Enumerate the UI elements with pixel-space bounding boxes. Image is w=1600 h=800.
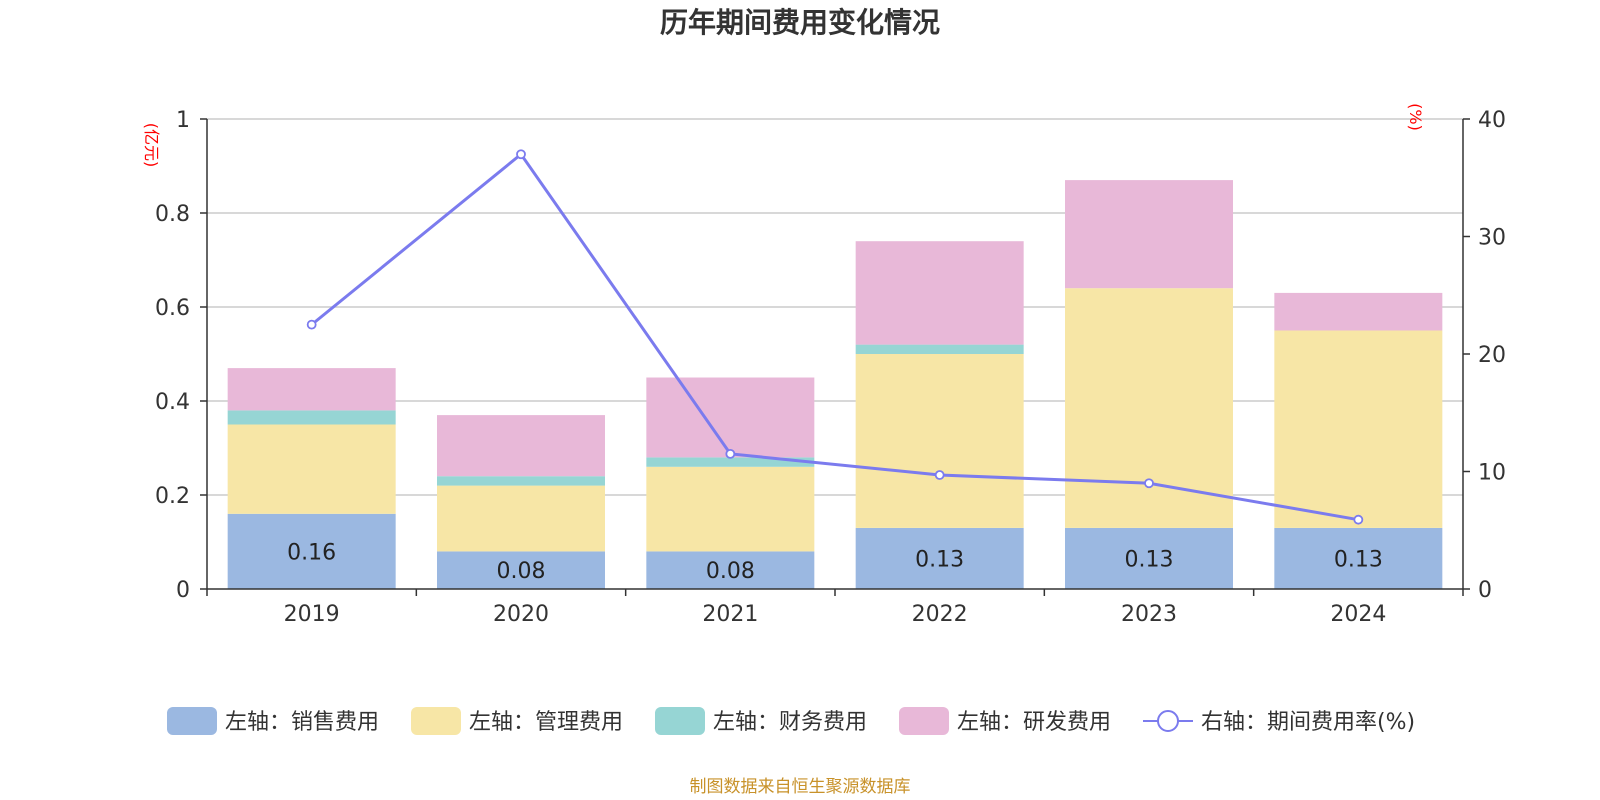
x-axis-tick-label: 2022 [912,602,968,627]
left-axis-tick-label: 0.8 [155,202,190,227]
bar-segment [1274,330,1443,528]
x-axis-tick-label: 2019 [284,602,340,627]
legend-swatch [411,707,461,735]
bar-segment [646,551,815,589]
left-axis-tick-label: 0.4 [155,390,190,415]
bar-segment [227,368,396,411]
left-axis-tick-label: 0.2 [155,484,190,509]
bar-data-label: 0.08 [706,559,755,584]
chart-title: 历年期间费用变化情况 [660,6,940,39]
right-axis-tick-label: 10 [1478,461,1506,486]
rate-point [516,149,526,160]
right-axis-unit: (%) [1406,103,1425,131]
bar-segment [646,377,815,458]
rate-line-path [310,152,1359,522]
legend-item-label: 左轴：财务费用 [713,710,867,735]
bar-segment [1065,288,1233,528]
left-axis-tick-label: 0 [176,578,190,603]
rate-point [306,319,317,330]
rate-point [1353,514,1364,525]
bar-segment [646,457,815,467]
bar-segment [227,410,396,425]
bar-segment [855,527,1024,589]
bar-segment [1065,527,1233,589]
rate-point [725,448,736,459]
bar-segment [646,466,815,552]
legend-item-label: 左轴：管理费用 [469,710,623,735]
x-axis-tick-label: 2023 [1121,602,1177,627]
legend-item-label: 右轴：期间费用率(%) [1201,710,1415,735]
left-axis-tick-label: 0.6 [155,296,190,321]
x-axis-tick-label: 2020 [493,602,549,627]
legend-item-label: 左轴：销售费用 [225,710,379,735]
rate-point [934,470,945,480]
bar-segment [437,415,605,477]
rate-point [1144,478,1154,489]
bar-segment [855,241,1024,345]
legend-item-label: 左轴：研发费用 [957,710,1111,735]
bar-segment [1065,180,1233,289]
x-axis-tick-label: 2021 [702,602,758,627]
bar-segment [1274,527,1443,589]
right-axis-tick-label: 20 [1478,343,1506,368]
bar-segment [855,344,1024,354]
bar-segment [437,476,605,486]
bar-data-label: 0.13 [1334,547,1383,572]
right-axis-tick-label: 30 [1478,226,1506,251]
legend: 左轴：销售费用 左轴：管理费用 左轴：财务费用 左轴：研发费用 右轴：期间费用率(%) [167,707,1415,735]
right-axis-tick-label: 40 [1478,108,1506,133]
grid [207,118,1463,496]
left-axis-tick-label: 1 [176,108,190,133]
rate-line [306,149,1364,525]
bar-segment [227,424,396,514]
bar-segment [227,513,396,589]
bar-segment [437,485,605,552]
bar-segment [855,354,1024,528]
bar-data-label: 0.08 [497,559,546,584]
legend-circle-marker [1157,710,1179,732]
bars: 0.16 0.08 0.08 0.13 0.13 0.13 [227,180,1443,589]
legend-swatch [655,707,705,735]
bar-data-label: 0.16 [287,540,336,565]
bar-data-label: 0.13 [1125,547,1174,572]
x-axis-tick-label: 2024 [1330,602,1386,627]
left-axis-unit: (亿元) [142,123,161,168]
bar-data-label: 0.13 [915,547,964,572]
right-axis-tick-label: 0 [1478,578,1492,603]
bar-segment [437,551,605,589]
bar-segment [1274,292,1443,331]
legend-swatch [899,707,949,735]
source-note: 制图数据来自恒生聚源数据库 [690,777,911,797]
legend-swatch [167,707,217,735]
